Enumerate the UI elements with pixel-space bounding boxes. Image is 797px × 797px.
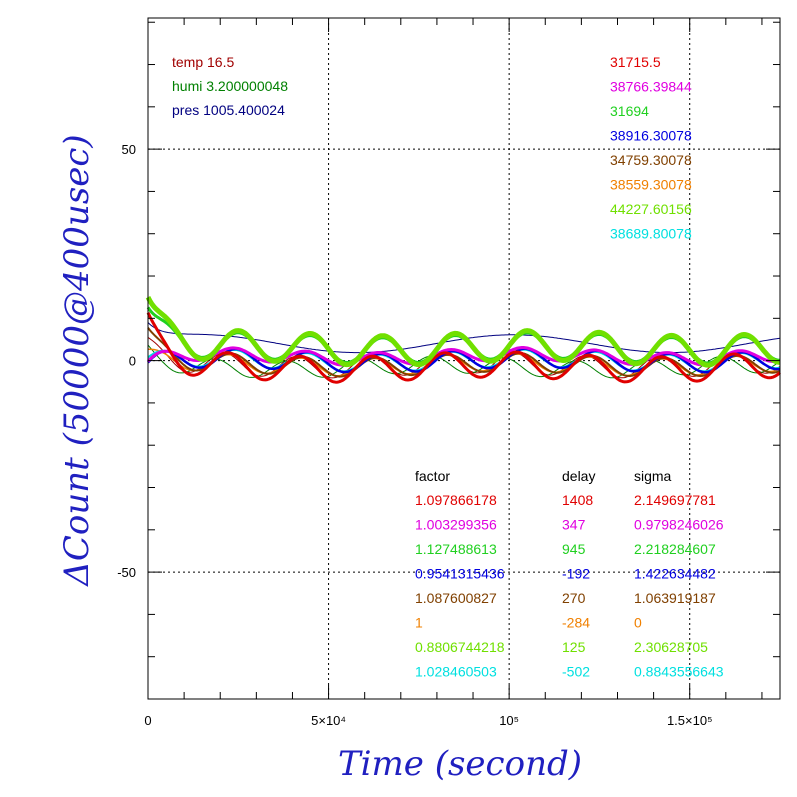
table-cell-factor: 0.8806744218 bbox=[415, 639, 505, 655]
series-id-label: 38916.30078 bbox=[610, 128, 692, 144]
table-cell-delay: 270 bbox=[562, 590, 586, 606]
table-cell-factor: 0.9541315436 bbox=[415, 566, 505, 582]
table-cell-sigma: 2.218284607 bbox=[634, 541, 716, 557]
table-cell-factor: 1 bbox=[415, 615, 423, 631]
table-cell-sigma: 1.063919187 bbox=[634, 590, 716, 606]
table-cell-factor: 1.087600827 bbox=[415, 590, 497, 606]
table-cell-factor: 1.127488613 bbox=[415, 541, 497, 557]
table-cell-sigma: 2.30628705 bbox=[634, 639, 708, 655]
table-header: delay bbox=[562, 468, 595, 484]
series-id-label: 38689.80078 bbox=[610, 226, 692, 242]
table-cell-factor: 1.097866178 bbox=[415, 492, 497, 508]
table-cell-delay: 945 bbox=[562, 541, 586, 557]
plot-frame bbox=[147, 17, 781, 700]
series-id-label: 38559.30078 bbox=[610, 177, 692, 193]
table-cell-delay: 1408 bbox=[562, 492, 593, 508]
table-cell-delay: -284 bbox=[562, 615, 590, 631]
table-cell-delay: 125 bbox=[562, 639, 586, 655]
series-id-label: 44227.60156 bbox=[610, 201, 692, 217]
series-line bbox=[146, 346, 781, 367]
table-cell-factor: 1.003299356 bbox=[415, 517, 497, 533]
table-cell-delay: -192 bbox=[562, 566, 590, 582]
series-id-label: 38766.39844 bbox=[610, 79, 692, 95]
x-axis-title: Time (second) bbox=[338, 744, 582, 784]
series-id-label: 31694 bbox=[610, 103, 649, 119]
series-line bbox=[147, 344, 781, 379]
series-id-label: 34759.30078 bbox=[610, 152, 692, 168]
ticks bbox=[147, 18, 780, 699]
series-line bbox=[145, 296, 781, 368]
table-cell-delay: 347 bbox=[562, 517, 586, 533]
x-tick-label: 0 bbox=[144, 713, 151, 728]
y-tick-label: 50 bbox=[122, 142, 136, 157]
table-cell-sigma: 0.9798246026 bbox=[634, 517, 724, 533]
env-label: temp 16.5 bbox=[172, 54, 234, 70]
y-axis-title: ΔCount (50000@400usec) bbox=[57, 134, 97, 587]
table-cell-sigma: 0.8843556643 bbox=[634, 664, 724, 680]
table-cell-sigma: 0 bbox=[634, 615, 642, 631]
table-cell-sigma: 1.422634482 bbox=[634, 566, 716, 582]
tick-labels: 0 5×10⁴ 10⁵ 1.5×10⁵ 50 0 -50 bbox=[117, 142, 712, 728]
series-line bbox=[147, 327, 781, 378]
table-header: factor bbox=[415, 468, 450, 484]
table-cell-delay: -502 bbox=[562, 664, 590, 680]
env-label: pres 1005.400024 bbox=[172, 102, 285, 118]
table-cell-factor: 1.028460503 bbox=[415, 664, 497, 680]
series-line bbox=[146, 312, 781, 384]
y-tick-label: -50 bbox=[117, 565, 136, 580]
series-id-label: 31715.5 bbox=[610, 54, 661, 70]
x-tick-label: 10⁵ bbox=[499, 713, 519, 728]
x-tick-label: 1.5×10⁵ bbox=[667, 713, 713, 728]
annotations: temp 16.5 humi 3.200000048 pres 1005.40002… bbox=[172, 54, 724, 680]
y-tick-label: 0 bbox=[129, 354, 136, 369]
env-label: humi 3.200000048 bbox=[172, 78, 288, 94]
series-group bbox=[145, 296, 781, 384]
x-tick-label: 5×10⁴ bbox=[311, 713, 346, 728]
table-cell-sigma: 2.149697781 bbox=[634, 492, 716, 508]
table-header: sigma bbox=[634, 468, 672, 484]
